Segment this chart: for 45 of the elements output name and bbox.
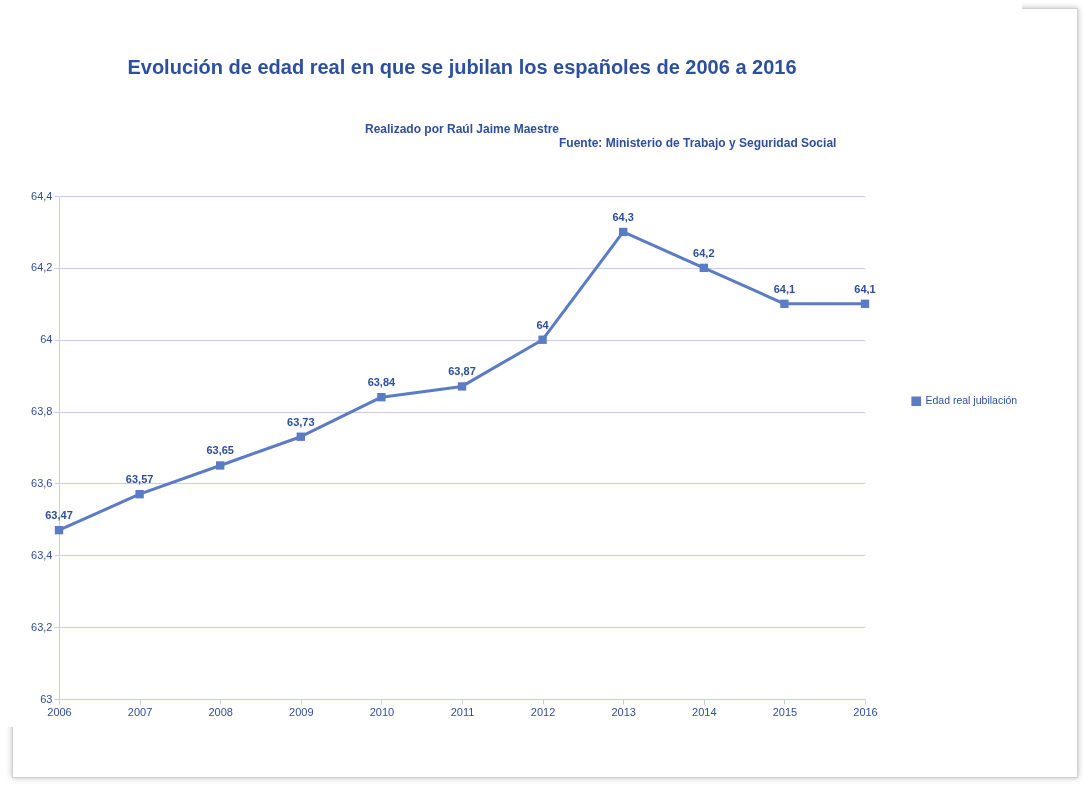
data-label: 64 [536, 318, 550, 331]
point [216, 461, 225, 470]
source-note: Fuente: Ministerio de Trabajo y Seguridad Social [559, 136, 837, 150]
y-tick-label: 63,8 [31, 405, 53, 418]
point [619, 227, 628, 237]
data-label: 64,1 [854, 282, 876, 295]
x-tick-label: 2015 [772, 705, 798, 718]
point [699, 263, 708, 273]
x-tick-label: 2008 [208, 705, 233, 718]
x-tick-label: 2009 [289, 705, 314, 718]
x-tick-label: 2006 [47, 705, 72, 718]
y-tick-label: 64 [40, 333, 53, 346]
x-tick-label: 2014 [692, 705, 717, 718]
data-label: 64,3 [612, 210, 634, 223]
data-label: 63,57 [125, 473, 154, 486]
point [377, 393, 386, 402]
data-label: 63,65 [206, 444, 234, 457]
x-tick-label: 2007 [127, 705, 153, 718]
chart-title: Evolución de edad real en que se jubilan los españoles de 2006 a 2016 [127, 56, 797, 78]
data-label: 64,2 [693, 246, 715, 259]
y-tick-label: 63,6 [31, 476, 53, 489]
data-label: 63,73 [287, 415, 315, 428]
x-tick-label: 2012 [530, 705, 556, 718]
point [780, 299, 789, 308]
data-label: 63,87 [448, 365, 476, 378]
legend-label: Edad real jubilación [925, 394, 1018, 407]
point [54, 525, 64, 535]
point [457, 382, 467, 391]
data-label: 63,47 [45, 509, 73, 522]
point [296, 432, 305, 441]
x-tick-label: 2013 [611, 705, 636, 718]
y-tick-label: 63,4 [31, 548, 53, 561]
y-tick-label: 63 [40, 692, 53, 705]
data-label: 64,1 [773, 282, 796, 295]
x-tick-label: 2016 [853, 705, 878, 718]
y-tick-label: 64,4 [31, 189, 53, 202]
y-tick-label: 63,2 [31, 620, 53, 633]
y-tick-label: 64,2 [31, 261, 53, 274]
point [135, 490, 144, 499]
chart-subtitle: Realizado por Raúl Jaime Maestre [364, 122, 560, 136]
x-tick-label: 2011 [450, 705, 475, 718]
point [538, 335, 547, 344]
x-tick-label: 2010 [369, 705, 395, 718]
data-label: 63,84 [367, 376, 397, 389]
point [860, 299, 870, 308]
